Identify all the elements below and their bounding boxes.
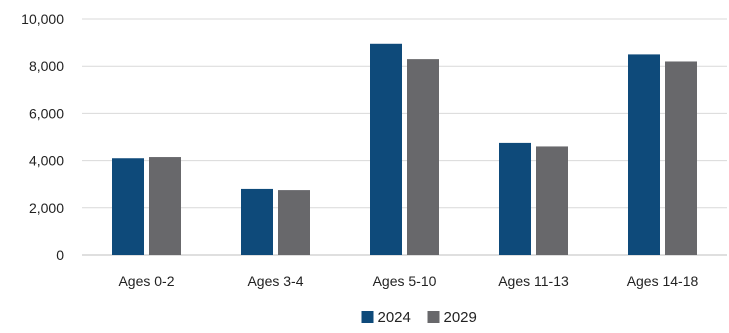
bar-2024-ages-3-4 (241, 188, 273, 255)
legend: 2024 2029 (361, 309, 477, 326)
bar-2024-ages-5-10 (370, 43, 402, 255)
bar-2029-ages-11-13 (536, 146, 568, 255)
legend-label: 2024 (378, 309, 411, 326)
bar-2024-ages-11-13 (499, 142, 531, 255)
bar-2029-ages-14-18 (665, 61, 697, 256)
bar-2029-ages-0-2 (149, 157, 181, 255)
legend-item-2029: 2029 (427, 309, 477, 326)
bars (112, 43, 697, 256)
x-category-label: Ages 11-13 (498, 273, 569, 289)
gridlines (82, 18, 727, 256)
bar-2029-ages-5-10 (407, 59, 439, 256)
legend-label: 2029 (444, 309, 477, 326)
y-tick-label: 8,000 (29, 58, 64, 74)
x-category-label: Ages 0-2 (118, 273, 174, 289)
y-tick-label: 2,000 (29, 200, 64, 216)
x-axis-category-labels: Ages 0-2 Ages 3-4 Ages 5-10 Ages 11-13 Ages … (118, 273, 698, 289)
y-tick-label: 10,000 (21, 11, 64, 27)
y-tick-label: 4,000 (29, 153, 64, 169)
bar-2024-ages-14-18 (628, 54, 660, 256)
legend-swatch (361, 311, 374, 323)
x-category-label: Ages 14-18 (627, 273, 699, 289)
y-axis-tick-labels: 0 2,000 4,000 6,000 8,000 10,000 (21, 11, 64, 263)
bar-2029-ages-3-4 (278, 190, 310, 255)
bar-2024-ages-0-2 (112, 158, 144, 255)
legend-swatch (427, 311, 440, 323)
legend-item-2024: 2024 (361, 309, 411, 326)
y-tick-label: 6,000 (29, 105, 64, 121)
y-tick-label: 0 (56, 247, 64, 263)
x-category-label: Ages 5-10 (373, 273, 437, 289)
x-category-label: Ages 3-4 (247, 273, 303, 289)
